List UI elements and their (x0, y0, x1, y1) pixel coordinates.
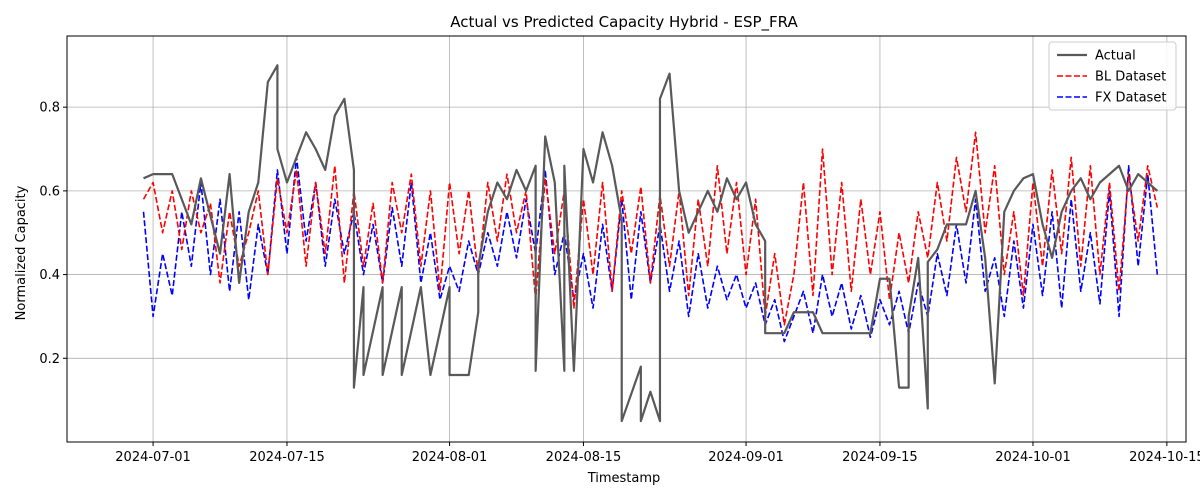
y-tick-label: 0.6 (39, 184, 60, 199)
x-axis-label: Timestamp (587, 471, 661, 486)
series-line-bl-dataset (142, 131, 1159, 326)
x-tick-label: 2024-10-15 (1129, 450, 1200, 465)
y-axis-label: Normalized Capacity (14, 185, 29, 320)
plot-background (67, 36, 1186, 442)
x-tick-label: 2024-07-01 (115, 450, 191, 465)
plot-area: 2024-07-01 2024-07-15 2024-08-01 2024-08-15… (39, 35, 1200, 465)
x-tick-label: 2024-09-01 (708, 450, 784, 465)
x-tick-label: 2024-10-01 (995, 450, 1071, 465)
x-tick-label: 2024-08-15 (546, 450, 622, 465)
series-layer (142, 64, 1159, 423)
series-line-actual (143, 64, 1159, 423)
chart-title: Actual vs Predicted Capacity Hybrid - ES… (450, 13, 798, 32)
y-tick-label: 0.2 (39, 352, 60, 367)
legend: Actual BL Dataset FX Dataset (1048, 41, 1177, 111)
legend-label: FX Dataset (1095, 91, 1166, 106)
x-tick-label: 2024-08-01 (412, 450, 488, 465)
y-tick-label: 0.8 (39, 101, 60, 116)
legend-box (1048, 41, 1177, 111)
y-tick-label: 0.4 (39, 268, 60, 283)
x-tick-label: 2024-09-15 (842, 450, 918, 465)
legend-label: BL Dataset (1095, 70, 1166, 85)
y-axis: 0.2 0.4 0.6 0.8 (39, 101, 67, 367)
x-axis: 2024-07-01 2024-07-15 2024-08-01 2024-08-15… (115, 442, 1200, 465)
legend-label: Actual (1095, 49, 1136, 64)
grid (67, 36, 1186, 442)
x-tick-label: 2024-07-15 (249, 450, 325, 465)
plot-frame (66, 35, 1187, 443)
